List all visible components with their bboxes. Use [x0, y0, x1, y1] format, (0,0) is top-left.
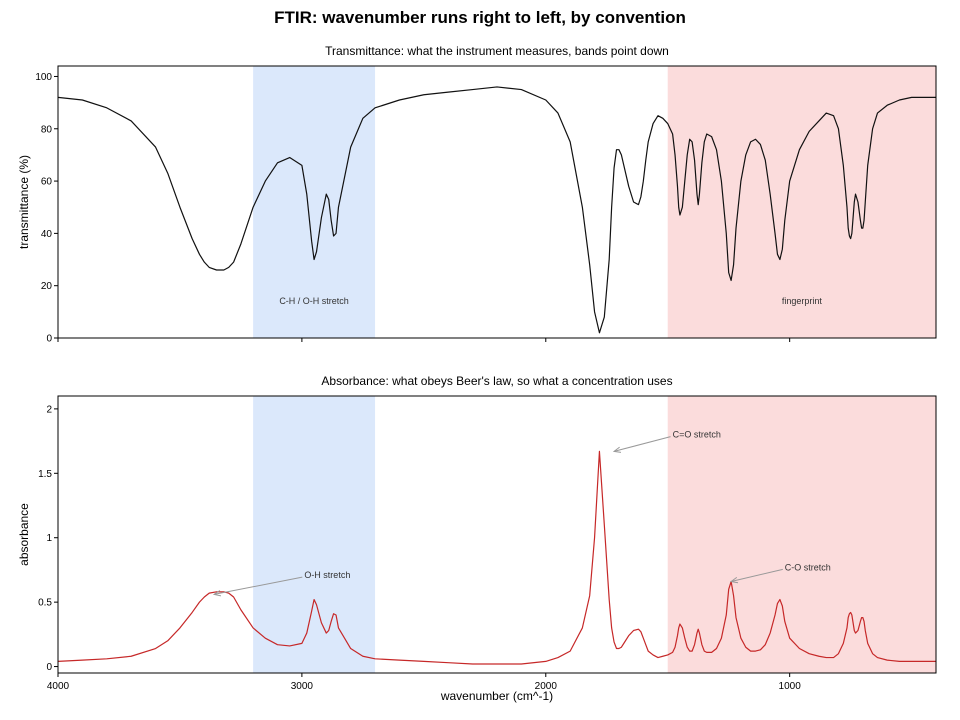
x-tick-label: 4000 — [47, 681, 70, 692]
series-line — [57, 86, 936, 334]
annotation-arrowhead — [612, 446, 622, 453]
y-tick-label: 0 — [46, 662, 52, 673]
plot-frame — [57, 395, 937, 674]
annotation-arrowhead — [729, 576, 739, 584]
y-tick-label: 80 — [41, 124, 53, 135]
x-tick-label: 2000 — [535, 681, 558, 692]
y-tick-label: 60 — [41, 177, 53, 188]
x-tick-label: 3000 — [291, 681, 314, 692]
y-tick-label: 1 — [46, 533, 52, 544]
panel-title: Absorbance: what obeys Beer's law, so wh… — [321, 374, 672, 388]
annotation-arrow — [213, 576, 303, 595]
y-tick-label: 20 — [41, 281, 53, 292]
y-tick-label: 0.5 — [38, 598, 52, 609]
shaded-region — [667, 396, 936, 673]
y-axis-label: transmittance (%) — [17, 155, 31, 249]
annotation-label: O-H stretch — [304, 570, 350, 580]
annotation-label: C=O stretch — [673, 430, 721, 440]
annotation-arrowhead — [212, 590, 222, 597]
region-label: C-H / O-H stretch — [279, 296, 349, 306]
annotation-arrow — [731, 568, 783, 583]
x-axis-label: wavenumber (cm^-1) — [440, 689, 553, 703]
y-tick-label: 100 — [35, 72, 52, 83]
shaded-region — [253, 396, 376, 673]
figure-title: FTIR: wavenumber runs right to left, by … — [274, 8, 686, 27]
y-tick-label: 40 — [41, 229, 53, 240]
plot-frame — [57, 65, 937, 339]
panel-title: Transmittance: what the instrument measu… — [325, 44, 669, 58]
shaded-region — [253, 66, 376, 338]
region-label: fingerprint — [782, 296, 823, 306]
annotation-label: C-O stretch — [785, 562, 831, 572]
absorbance-panel: Absorbance: what obeys Beer's law, so wh… — [17, 374, 937, 703]
transmittance-panel: Transmittance: what the instrument measu… — [17, 44, 937, 345]
y-tick-label: 2 — [46, 404, 52, 415]
x-tick-label: 1000 — [779, 681, 802, 692]
y-tick-label: 1.5 — [38, 469, 52, 480]
annotation-arrow — [613, 436, 671, 452]
shaded-region — [667, 66, 936, 338]
series-line — [57, 450, 936, 665]
y-axis-label: absorbance — [17, 503, 31, 566]
y-tick-label: 0 — [46, 334, 52, 345]
